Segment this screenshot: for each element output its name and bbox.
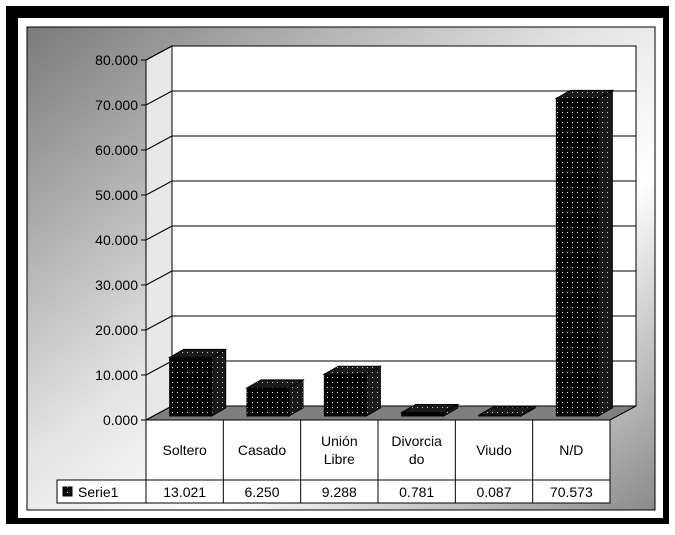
y-tick-label: 50.000 bbox=[95, 187, 138, 203]
x-tick-label: Casado bbox=[238, 442, 286, 458]
data-table: Soltero Casado Unión Libre Divorcia do Viudo N/… bbox=[56, 419, 611, 504]
y-tick-label: 30.000 bbox=[95, 277, 138, 293]
bar-side bbox=[211, 348, 227, 417]
bar-top bbox=[477, 406, 537, 416]
gridline-side bbox=[145, 225, 173, 241]
bar-front bbox=[401, 411, 445, 417]
y-tick-label: 40.000 bbox=[95, 232, 138, 248]
data-label: 13.021 bbox=[163, 484, 206, 500]
y-tick-label: 0.000 bbox=[103, 412, 138, 428]
bar bbox=[167, 348, 228, 417]
x-tick-label: Unión bbox=[321, 433, 358, 449]
gridline-side bbox=[145, 360, 173, 376]
legend-label: Serie1 bbox=[78, 484, 119, 500]
x-tick-label: N/D bbox=[559, 442, 583, 458]
x-tick-label: Divorcia bbox=[391, 433, 442, 449]
bar bbox=[322, 365, 383, 417]
y-tick-label: 20.000 bbox=[95, 322, 138, 338]
data-label: 0.781 bbox=[399, 484, 434, 500]
data-label: 9.288 bbox=[322, 484, 357, 500]
gridline-side bbox=[145, 135, 173, 151]
bar bbox=[554, 89, 615, 417]
bar-front bbox=[323, 373, 367, 417]
y-tick-label: 80.000 bbox=[95, 52, 138, 68]
bar-top bbox=[322, 365, 383, 375]
bar-front bbox=[555, 97, 599, 417]
legend-swatch bbox=[62, 486, 73, 497]
bar-top bbox=[245, 379, 305, 389]
x-tick-label: Soltero bbox=[162, 442, 207, 458]
y-tick-label: 10.000 bbox=[95, 367, 138, 383]
table-legend-cell bbox=[56, 479, 147, 504]
gridline-side bbox=[145, 270, 173, 286]
x-tick-label: do bbox=[409, 451, 425, 467]
bar-side bbox=[597, 89, 613, 417]
y-tick-label: 70.000 bbox=[95, 97, 138, 113]
bar bbox=[399, 403, 460, 417]
gridline-side bbox=[145, 315, 173, 331]
bars bbox=[167, 89, 615, 417]
gridline-side bbox=[145, 90, 173, 106]
gridline-side bbox=[145, 180, 173, 196]
bar-top bbox=[554, 89, 615, 99]
data-label: 0.087 bbox=[476, 484, 511, 500]
y-tick-label: 60.000 bbox=[95, 142, 138, 158]
x-tick-label: Viudo bbox=[476, 442, 512, 458]
x-tick-label: Libre bbox=[324, 451, 355, 467]
bar-top bbox=[399, 403, 460, 413]
bar-front bbox=[169, 356, 213, 417]
data-label: 70.573 bbox=[550, 484, 593, 500]
bar-top bbox=[167, 348, 228, 358]
bar bbox=[477, 406, 537, 417]
bar bbox=[245, 379, 305, 417]
data-label: 6.250 bbox=[244, 484, 279, 500]
gridline-side bbox=[145, 45, 173, 61]
y-axis: 0.000 10.000 20.000 30.000 40.000 50.000 60.00… bbox=[95, 52, 147, 428]
bar-side bbox=[365, 365, 381, 417]
bar-front bbox=[246, 387, 290, 417]
